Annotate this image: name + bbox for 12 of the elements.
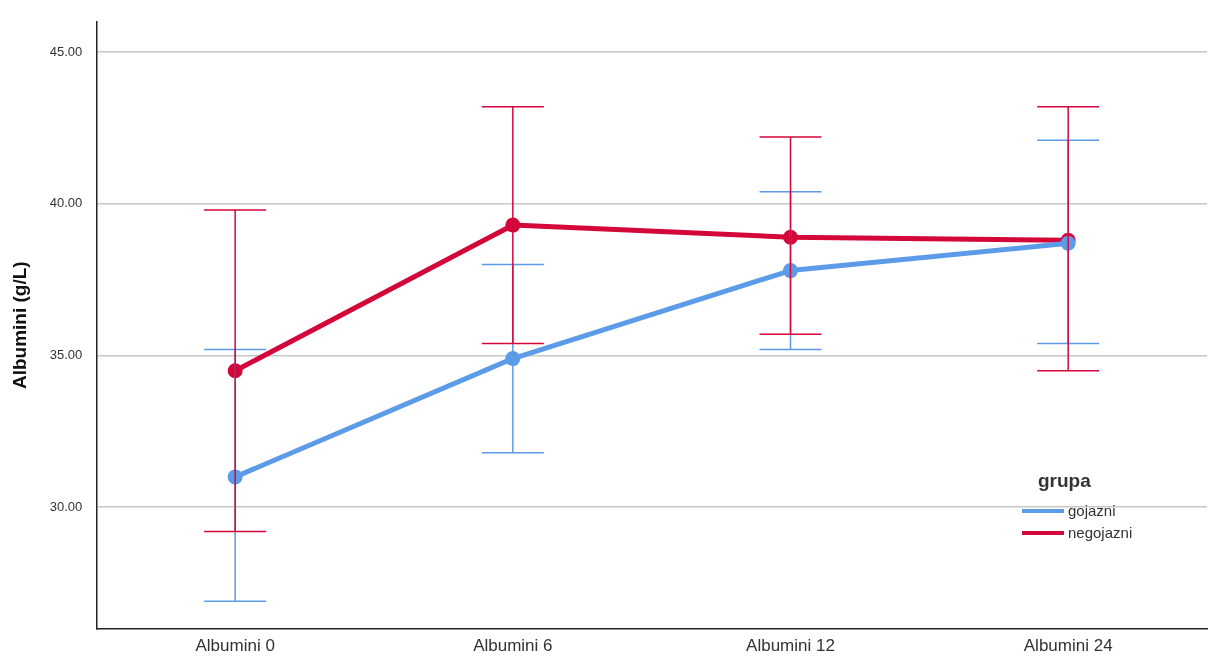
y-tick-label: 35.00 [49, 347, 83, 363]
x-tick-label: Albumini 24 [1023, 636, 1113, 656]
y-tick-label: 30.00 [49, 498, 83, 514]
legend-label: gojazni [1068, 502, 1116, 520]
y-tick-label: 45.00 [49, 43, 83, 59]
x-tick-label: Albumini 0 [195, 636, 275, 656]
y-axis-title: Albumini (g/L) [8, 261, 30, 390]
y-tick-label: 40.00 [49, 195, 83, 211]
legend-title: grupa [1038, 469, 1092, 492]
legend-label: negojazni [1068, 524, 1133, 542]
x-tick-label: Albumini 12 [746, 636, 835, 656]
x-tick-label: Albumini 6 [473, 636, 553, 656]
